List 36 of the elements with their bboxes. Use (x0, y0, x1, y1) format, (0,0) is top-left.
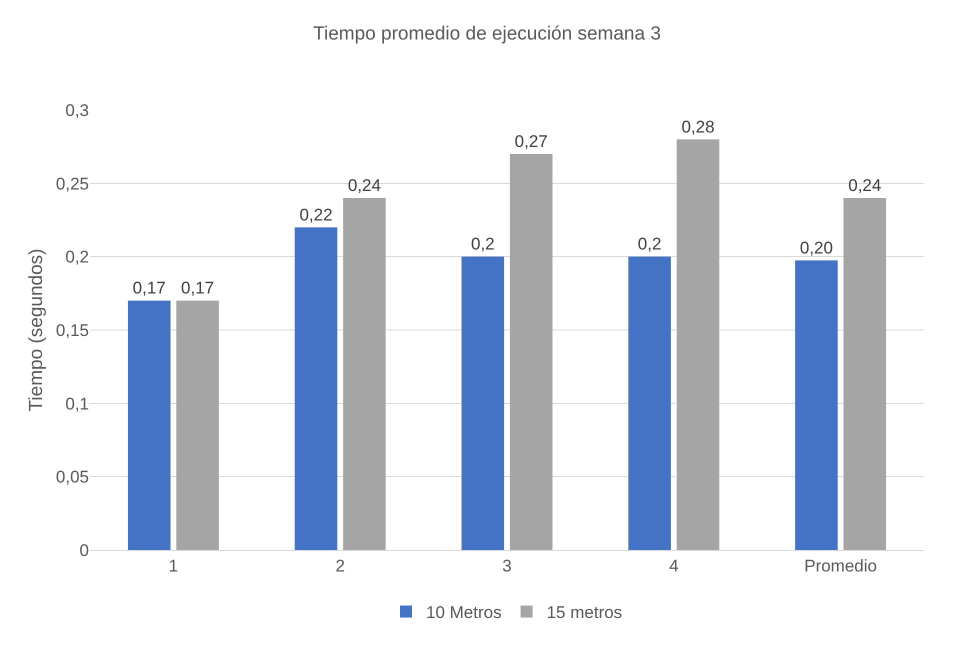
y-tick-label: 0,25 (56, 174, 89, 194)
y-tick-label: 0,2 (65, 248, 89, 267)
x-tick-label: 1 (168, 556, 178, 576)
data-label: 0,17 (132, 278, 166, 298)
y-tick-label: 0,05 (56, 468, 89, 487)
y-tick-label: 0 (80, 540, 89, 560)
data-label: 0,24 (848, 176, 882, 195)
data-label: 0,27 (514, 132, 548, 151)
data-label: 0,2 (470, 234, 495, 254)
legend-label: 10 Metros (426, 603, 502, 622)
bar (128, 300, 170, 550)
legend-label: 15 metros (546, 603, 622, 622)
y-tick-label: 0,3 (65, 100, 89, 120)
bar (176, 300, 219, 550)
x-tick-label: 4 (669, 556, 679, 576)
bar (462, 256, 504, 550)
bar (294, 227, 338, 550)
bar (628, 256, 671, 550)
y-axis-title: Tiempo (segundos) (26, 248, 47, 412)
x-tick-label: Promedio (804, 556, 877, 576)
x-tick-label: 3 (502, 556, 512, 576)
data-label: 0,24 (348, 176, 381, 195)
bar (343, 198, 386, 550)
bar (844, 198, 886, 550)
y-tick-label: 0,15 (56, 320, 89, 340)
data-label: 0,17 (181, 278, 214, 298)
x-tick-label: 2 (335, 556, 345, 576)
bar (510, 154, 552, 550)
data-label: 0,22 (299, 205, 333, 224)
y-tick-label: 0,1 (65, 394, 89, 414)
bar (676, 139, 720, 550)
data-label: 0,2 (638, 234, 662, 254)
chart-title: Tiempo promedio de ejecución semana 3 (313, 24, 661, 45)
data-label: 0,28 (681, 117, 715, 136)
data-label: 0,20 (800, 238, 833, 258)
bar (795, 260, 838, 550)
